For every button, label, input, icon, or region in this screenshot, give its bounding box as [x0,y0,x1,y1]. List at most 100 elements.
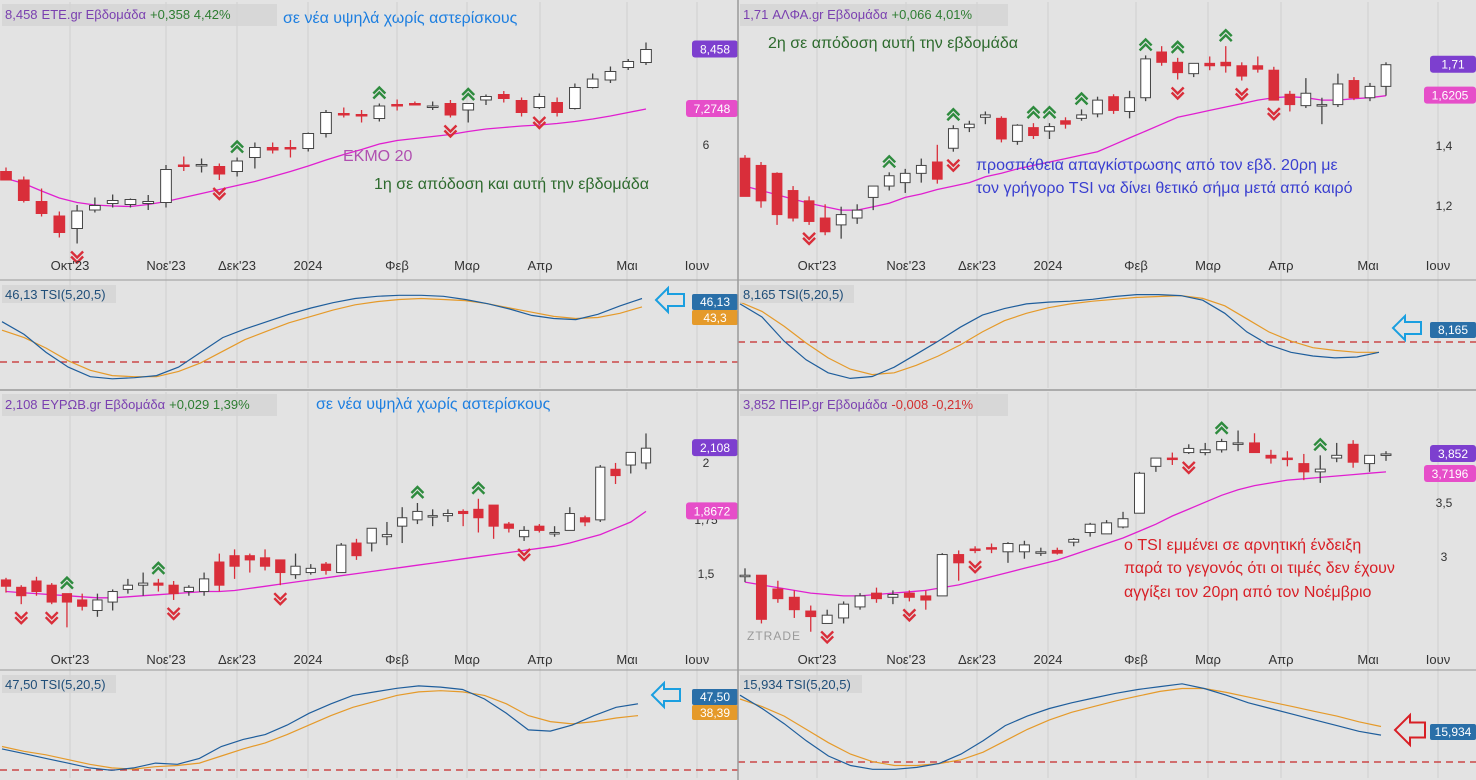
candle [1108,94,1119,114]
x-axis-label: Μαρ [1195,258,1221,273]
annotation-note: τον γρήγορο TSI να δίνει θετικό σήμα μετ… [976,180,1353,197]
x-axis-label: Οκτ'23 [798,652,837,667]
candle [366,527,377,552]
header-symbol: ΑΛΦΑ.gr Εβδομάδα [772,7,888,22]
candle-body [35,201,48,214]
candle [953,550,965,581]
candle-body [739,574,751,578]
candle-body [969,548,981,552]
x-axis-label: Απρ [1268,652,1293,667]
candle [1298,453,1310,481]
arrow-down-icon [902,608,917,623]
candle [442,509,454,522]
annotation-note: αγγίξει τον 20ρη από τον Νοέμβριο [1124,584,1372,601]
candle-body [153,582,164,586]
candle [249,142,261,169]
candle [31,576,42,596]
candle-body [0,579,12,587]
arrow-down-icon [443,124,458,139]
candle [604,66,617,83]
candle-body [1108,96,1119,111]
candle [497,91,510,103]
candle [549,526,560,537]
candle-body [1199,449,1211,454]
candle [444,100,457,118]
tsi-line [739,294,1380,380]
candle [1348,77,1360,101]
candle-body [259,557,271,567]
arrow-up-icon [1313,437,1328,452]
candle [305,564,316,575]
candle-body [1364,454,1376,465]
candle-body [772,588,784,600]
candle [1347,440,1359,468]
candle [1316,97,1328,125]
tsi-line [739,683,1382,770]
candle [1188,62,1200,78]
candle [1060,117,1071,129]
x-axis-label: Μαρ [454,652,480,667]
y-tick-label: 1,5 [698,567,715,581]
candle-body [903,592,915,598]
candle-body [231,160,243,172]
arrow-up-icon [946,107,961,122]
candle [903,590,915,602]
candle [835,206,847,239]
candle [1364,454,1376,472]
arrow-up-icon [1214,421,1229,435]
header-symbol: ETE.gr Εβδομάδα [42,7,147,22]
candle-body [980,114,991,118]
candle-body [214,561,225,586]
chart-panel-ete: 86Οκτ'23Νοε'23Δεκ'232024ΦεβΜαρΑπρΜαιΙουν… [0,2,738,388]
candle-body [964,123,975,129]
candle [1028,123,1039,139]
arrow-up-icon [1218,28,1233,43]
candle-body [458,510,469,515]
arrow-down-icon [1181,461,1196,475]
annotation-note: 2η σε απόδοση αυτή την εβδομάδα [768,35,1018,52]
arrow-down-icon [273,592,288,606]
arrow-down-icon [1170,86,1185,101]
header-background [2,394,277,416]
candle [640,42,652,65]
candle [381,521,393,546]
x-axis-label: Απρ [1268,258,1293,273]
candle [244,553,255,573]
tsi-signal-line [1,297,643,378]
arrow-down-icon [70,250,84,265]
candle [106,194,119,208]
candle [1101,520,1113,535]
candle [71,205,83,244]
arrow-down-icon [1234,87,1249,102]
candle [564,507,575,531]
candle [1216,438,1228,453]
tsi-line [1,294,643,380]
header-background [2,4,277,26]
callout-arrow-icon [650,680,681,710]
candle [177,156,190,171]
x-axis-label: 2024 [294,652,323,667]
candle-body [266,147,279,151]
candle-body [953,554,965,564]
candle-body [462,103,475,111]
price-badge-bg [1430,444,1476,462]
candle [771,172,783,225]
tsi-pane: 8,165 TSI(5,20,5)8,165 [738,285,1476,380]
candle-body [1044,126,1055,132]
candle [595,465,606,522]
candle [1156,46,1167,66]
tsi-badge-bg [1430,322,1476,338]
arrow-down-icon [517,548,531,562]
candle [259,549,271,571]
candle-body [275,559,286,574]
y-tick-label: 1,2 [1436,199,1453,213]
candle-body [142,201,155,204]
tsi-signal-badge-bg [692,310,738,325]
x-axis-label: Μαι [1357,258,1378,273]
tsi-signal-line [739,687,1382,767]
candle [1172,57,1184,80]
candle-body [409,103,421,106]
tsi-indicator-label: TSI(5,20,5) [41,677,106,692]
tsi-signal-badge: 38,39 [692,705,738,720]
